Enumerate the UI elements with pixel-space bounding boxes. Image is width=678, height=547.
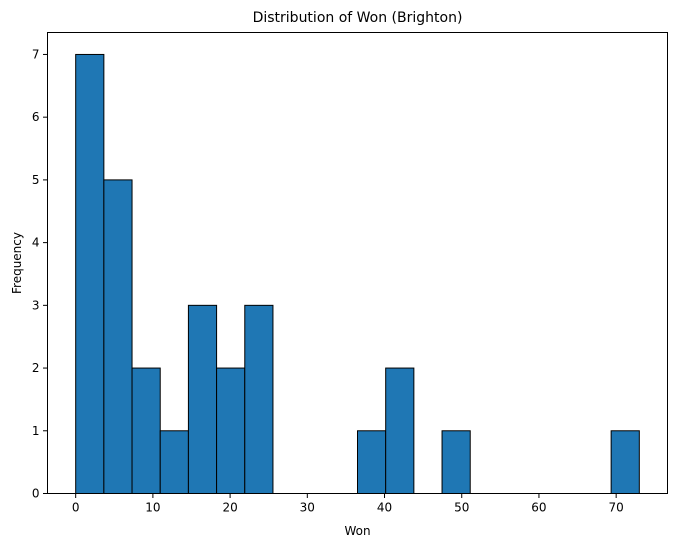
histogram-bar: [216, 367, 246, 495]
plot-frame: [47, 32, 668, 494]
x-tick-label: 0: [72, 501, 80, 515]
y-tick-label: 7: [32, 47, 40, 61]
histogram-bar: [385, 367, 415, 495]
chart-title: Distribution of Won (Brighton): [253, 10, 463, 26]
x-axis-ticks: 0 10 20 30 40 50 60 70: [72, 493, 624, 515]
y-tick-label: 2: [32, 361, 40, 375]
y-axis-ticks: 0 1 2 3 4 5 6 7: [32, 47, 48, 501]
histogram-bar: [187, 304, 218, 494]
x-tick-label: 30: [300, 501, 315, 515]
x-tick-label: 60: [531, 501, 546, 515]
histogram-bar: [159, 430, 189, 494]
x-tick-label: 50: [454, 501, 469, 515]
histogram-bar: [610, 430, 640, 494]
x-tick-label: 20: [222, 501, 237, 515]
histogram-bar: [103, 179, 133, 494]
bars-group: [75, 53, 640, 495]
histogram-bar: [441, 430, 471, 494]
histogram-bar: [357, 430, 387, 494]
x-tick-label: 40: [377, 501, 392, 515]
y-tick-label: 6: [32, 110, 40, 124]
histogram-bar: [131, 367, 161, 495]
x-tick-label: 70: [609, 501, 624, 515]
x-tick-label: 10: [145, 501, 160, 515]
y-tick-label: 3: [32, 298, 40, 312]
y-axis-label: Frequency: [10, 232, 24, 294]
y-tick-label: 4: [32, 236, 40, 250]
x-axis-label: Won: [344, 524, 370, 538]
y-tick-label: 5: [32, 173, 40, 187]
y-tick-label: 1: [32, 424, 40, 438]
histogram-bar: [75, 53, 105, 494]
histogram-bar: [244, 304, 274, 494]
y-tick-label: 0: [32, 487, 40, 501]
